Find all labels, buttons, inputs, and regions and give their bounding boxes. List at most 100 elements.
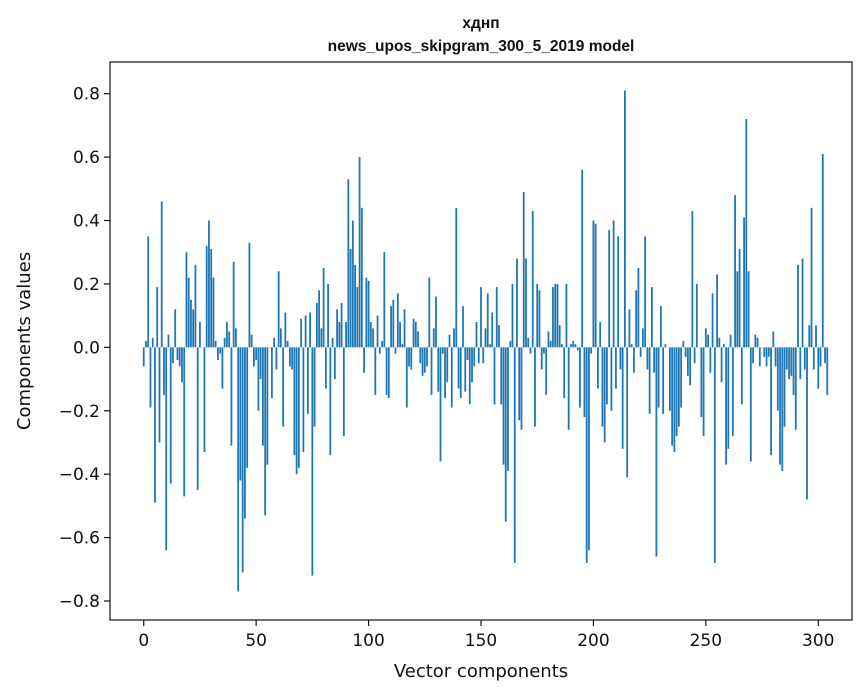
bar bbox=[426, 347, 428, 367]
bar bbox=[615, 347, 617, 389]
y-tick-label: −0.6 bbox=[59, 529, 100, 549]
bar bbox=[477, 347, 480, 364]
bar bbox=[381, 341, 383, 348]
bar bbox=[270, 347, 273, 399]
bar bbox=[529, 347, 532, 354]
bar bbox=[747, 271, 750, 348]
bar bbox=[165, 347, 168, 551]
bar bbox=[763, 347, 766, 357]
bar bbox=[273, 337, 276, 348]
bar bbox=[396, 293, 399, 348]
bar bbox=[772, 331, 775, 348]
bar bbox=[734, 195, 736, 348]
bar bbox=[644, 236, 647, 348]
bar bbox=[262, 347, 264, 446]
bar bbox=[437, 347, 440, 392]
bar bbox=[394, 347, 397, 354]
bar bbox=[585, 347, 588, 563]
bar bbox=[628, 309, 631, 348]
bar bbox=[639, 347, 642, 357]
bar bbox=[675, 347, 678, 437]
bar bbox=[235, 328, 237, 348]
bar bbox=[336, 309, 338, 348]
bar bbox=[520, 347, 523, 430]
y-tick-label: 0.4 bbox=[73, 212, 100, 232]
bar bbox=[259, 347, 262, 380]
bar bbox=[360, 207, 363, 348]
bar bbox=[779, 347, 781, 465]
bar bbox=[156, 287, 159, 348]
bar bbox=[286, 341, 289, 348]
bar bbox=[199, 321, 201, 348]
bar bbox=[495, 287, 498, 348]
bar bbox=[603, 347, 606, 443]
bar bbox=[785, 347, 788, 370]
bar bbox=[309, 312, 312, 348]
bar bbox=[423, 347, 426, 373]
bar bbox=[304, 315, 307, 348]
bar bbox=[619, 347, 622, 370]
bar bbox=[410, 347, 413, 370]
bar bbox=[597, 347, 599, 389]
bar bbox=[691, 211, 694, 348]
bar bbox=[704, 328, 707, 348]
bar bbox=[668, 347, 671, 411]
bar bbox=[417, 331, 419, 348]
bar bbox=[738, 249, 741, 348]
bar bbox=[700, 347, 703, 418]
bar bbox=[653, 347, 656, 373]
bar bbox=[279, 328, 282, 348]
bar bbox=[342, 347, 345, 437]
bar bbox=[250, 334, 253, 348]
bar bbox=[248, 242, 251, 348]
bar bbox=[572, 341, 575, 348]
bar bbox=[318, 290, 321, 348]
bar bbox=[486, 293, 489, 348]
y-tick-label: 0.8 bbox=[73, 85, 100, 105]
bar bbox=[257, 347, 260, 411]
bar bbox=[590, 347, 593, 354]
bar bbox=[367, 280, 370, 348]
bar bbox=[707, 334, 709, 348]
bar bbox=[543, 347, 545, 354]
y-tick-label: 0.0 bbox=[73, 338, 100, 358]
bar bbox=[471, 347, 473, 383]
x-tick-label: 50 bbox=[245, 631, 267, 651]
bar bbox=[448, 334, 451, 348]
bar bbox=[736, 271, 739, 348]
bar bbox=[621, 347, 624, 449]
bar bbox=[414, 321, 417, 348]
bar bbox=[527, 337, 530, 348]
bar bbox=[210, 249, 213, 348]
bar bbox=[347, 179, 350, 348]
bar bbox=[228, 331, 231, 348]
bar bbox=[468, 347, 471, 405]
bar bbox=[727, 347, 730, 449]
bar bbox=[646, 347, 649, 370]
bar bbox=[770, 347, 772, 456]
bar bbox=[464, 347, 467, 392]
bar bbox=[518, 347, 521, 421]
bar bbox=[378, 347, 381, 354]
bar bbox=[277, 271, 280, 348]
bar bbox=[302, 347, 305, 452]
bar bbox=[812, 347, 815, 370]
bar bbox=[183, 347, 186, 497]
bar bbox=[428, 277, 431, 348]
bar bbox=[801, 258, 804, 348]
bar bbox=[376, 315, 379, 348]
bar bbox=[217, 347, 219, 361]
bar bbox=[617, 236, 620, 348]
bar bbox=[160, 201, 163, 348]
bar bbox=[473, 347, 476, 367]
bar bbox=[500, 347, 503, 405]
bar bbox=[808, 325, 811, 348]
bar bbox=[421, 347, 424, 376]
bar bbox=[754, 334, 757, 348]
bar bbox=[399, 321, 401, 348]
bar bbox=[241, 347, 244, 573]
bar bbox=[311, 347, 314, 576]
bar bbox=[722, 344, 725, 348]
bar bbox=[682, 341, 685, 348]
